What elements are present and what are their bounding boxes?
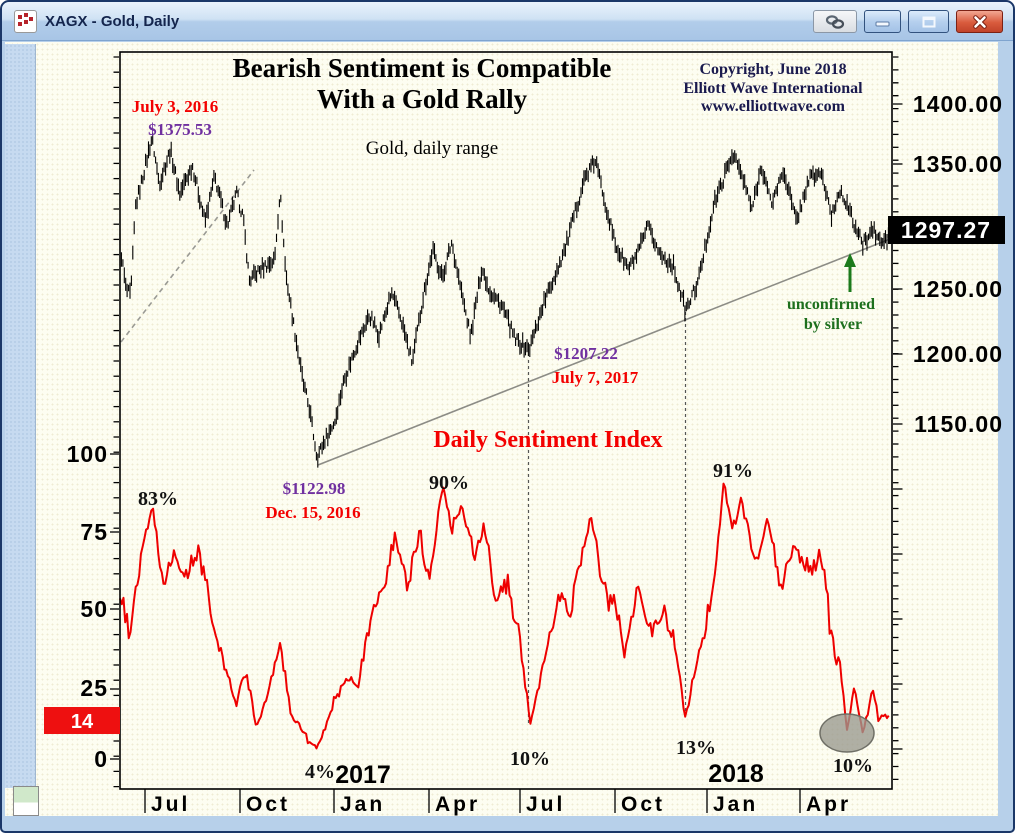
current-price-box: 1297.27 bbox=[888, 216, 1005, 244]
annotation-low2-date: July 7, 2017 bbox=[552, 368, 639, 387]
pct-label-4: 4% bbox=[305, 761, 335, 783]
chart-background bbox=[5, 42, 998, 816]
month-label-jul-2017: Jul bbox=[526, 793, 565, 816]
pct-label-13: 13% bbox=[676, 737, 716, 759]
scrollbar-handle[interactable] bbox=[13, 786, 39, 816]
annotation-unconfirmed-line2: by silver bbox=[804, 316, 862, 333]
price-axis-label-1400: 1400.00 bbox=[913, 91, 1003, 117]
sentiment-series bbox=[119, 482, 890, 750]
minimize-icon bbox=[875, 21, 889, 26]
pct-label-10a: 10% bbox=[510, 748, 550, 770]
month-label-apr-2018: Apr bbox=[806, 793, 851, 816]
annotation-peak-date: July 3, 2016 bbox=[132, 97, 218, 116]
pct-label-83: 83% bbox=[138, 488, 178, 510]
annotation-low2-price: $1207.22 bbox=[554, 344, 618, 363]
close-icon bbox=[972, 14, 987, 29]
year-label-2018: 2018 bbox=[708, 760, 764, 788]
pct-label-90: 90% bbox=[429, 472, 469, 494]
year-label-2017: 2017 bbox=[335, 761, 391, 789]
sentiment-axis-ticks bbox=[110, 56, 119, 788]
maximize-icon bbox=[922, 16, 935, 27]
chart-title-line2: With a Gold Rally bbox=[317, 84, 528, 114]
maximize-button[interactable] bbox=[908, 10, 949, 33]
copyright-line2: Elliott Wave International bbox=[683, 80, 863, 97]
up-arrow-icon bbox=[844, 253, 856, 292]
highlight-ellipse bbox=[819, 713, 875, 753]
price-axis-label-1250: 1250.00 bbox=[913, 276, 1003, 302]
annotation-unconfirmed-line1: unconfirmed bbox=[787, 296, 875, 313]
price-axis-label-1350: 1350.00 bbox=[913, 151, 1003, 177]
date-axis-ticks bbox=[144, 789, 801, 813]
sentiment-axis-label-100: 100 bbox=[67, 441, 108, 467]
pct-label-91: 91% bbox=[713, 460, 753, 482]
month-label-jan-2017: Jan bbox=[340, 793, 385, 816]
price-axis-label-1150: 1150.00 bbox=[914, 411, 1003, 437]
current-sentiment-box: 14 bbox=[44, 707, 120, 734]
pct-label-10b: 10% bbox=[833, 755, 873, 777]
chart-subtitle: Gold, daily range bbox=[366, 138, 498, 159]
month-label-oct-2017: Oct bbox=[621, 793, 665, 816]
solid-trendline bbox=[317, 238, 891, 466]
dashed-trendline bbox=[120, 169, 255, 343]
link-button[interactable] bbox=[813, 10, 857, 33]
copyright-line3: www.elliottwave.com bbox=[701, 98, 846, 115]
window-title: XAGX - Gold, Daily bbox=[45, 12, 180, 30]
annotation-low1-price: $1122.98 bbox=[283, 479, 346, 498]
month-label-oct-2016: Oct bbox=[246, 793, 290, 816]
link-icon bbox=[825, 14, 845, 29]
sentiment-index-title: Daily Sentiment Index bbox=[433, 427, 662, 453]
app-icon bbox=[14, 9, 37, 33]
sentiment-axis-label-50: 50 bbox=[80, 596, 108, 622]
sentiment-axis-label-75: 75 bbox=[80, 519, 108, 545]
sentiment-axis-label-25: 25 bbox=[80, 675, 108, 701]
annotation-peak-price: $1375.53 bbox=[148, 120, 212, 139]
vertical-scrollbar[interactable] bbox=[5, 44, 36, 788]
annotation-low1-date: Dec. 15, 2016 bbox=[265, 503, 360, 522]
chart-plot-area[interactable] bbox=[119, 51, 893, 790]
month-label-jan-2018: Jan bbox=[713, 793, 758, 816]
month-label-jul-2016: Jul bbox=[151, 793, 190, 816]
chart-title-line1: Bearish Sentiment is Compatible bbox=[233, 53, 612, 83]
month-label-apr-2017: Apr bbox=[435, 793, 480, 816]
window-titlebar[interactable]: XAGX - Gold, Daily bbox=[2, 2, 1013, 41]
price-axis-ticks bbox=[893, 56, 903, 781]
current-sentiment-value: 14 bbox=[71, 711, 94, 733]
price-axis-label-1200: 1200.00 bbox=[913, 341, 1003, 367]
sentiment-axis-label-0: 0 bbox=[94, 746, 108, 772]
current-price-value: 1297.27 bbox=[901, 217, 991, 243]
copyright-line1: Copyright, June 2018 bbox=[699, 61, 846, 78]
close-button[interactable] bbox=[956, 10, 1003, 33]
minimize-button[interactable] bbox=[864, 10, 901, 33]
